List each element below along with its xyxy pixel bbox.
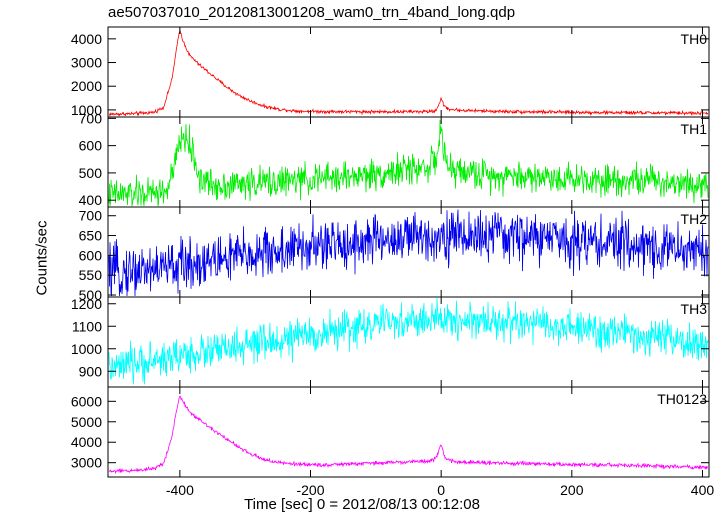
y-tick-label-th2: 600: [79, 247, 103, 263]
y-tick-label-th0: 1000: [71, 102, 102, 118]
y-tick-label-th2: 700: [79, 208, 103, 224]
y-tick-label-th1: 700: [79, 110, 103, 126]
chart-title: ae507037010_20120813001208_wam0_trn_4ban…: [108, 4, 516, 21]
series-line-th3: [108, 297, 709, 385]
y-tick-label-th3: 1000: [71, 341, 102, 357]
y-tick-label-th2: 500: [79, 287, 103, 303]
y-tick-label-th0: 2000: [71, 78, 102, 94]
series-line-th1: [108, 119, 709, 207]
y-tick-label-th0123: 4000: [71, 434, 102, 450]
y-tick-label-th0: 4000: [71, 31, 102, 47]
y-tick-label-th3: 1200: [71, 296, 102, 312]
x-tick-label: 200: [560, 482, 584, 498]
y-tick-label-th0123: 6000: [71, 393, 102, 409]
panel-label-th1: TH1: [681, 121, 708, 137]
panel-label-th0: TH0: [681, 31, 708, 47]
y-tick-label-th3: 1100: [72, 318, 102, 334]
y-tick-label-th0123: 3000: [71, 455, 102, 471]
y-tick-label-th2: 550: [79, 267, 103, 283]
y-tick-label-th2: 650: [79, 228, 103, 244]
y-tick-label-th0123: 5000: [71, 414, 102, 430]
x-tick-label: 0: [437, 482, 445, 498]
series-line-th0123: [108, 395, 709, 475]
panel-label-th3: TH3: [681, 301, 708, 317]
x-tick-label: -200: [296, 482, 324, 498]
y-tick-label-th3: 900: [79, 363, 103, 379]
panel-frame-th0123: [107, 386, 710, 478]
series-line-th2: [108, 209, 709, 297]
y-tick-label-th1: 400: [79, 192, 103, 208]
y-tick-label-th0: 3000: [71, 55, 102, 71]
y-tick-label-th1: 600: [79, 138, 103, 154]
x-tick-label: 400: [691, 482, 715, 498]
x-axis-label: Time [sec] 0 = 2012/08/13 00:12:08: [244, 496, 480, 513]
panel-label-th0123: TH0123: [657, 391, 707, 407]
series-line-th0: [108, 29, 709, 117]
y-axis-label: Counts/sec: [33, 220, 51, 296]
panel-frame-th0: [107, 26, 710, 118]
y-tick-label-th1: 500: [79, 165, 103, 181]
x-tick-label: -400: [166, 482, 194, 498]
panel-label-th2: TH2: [681, 211, 708, 227]
panel-frame-th3: [107, 296, 710, 388]
